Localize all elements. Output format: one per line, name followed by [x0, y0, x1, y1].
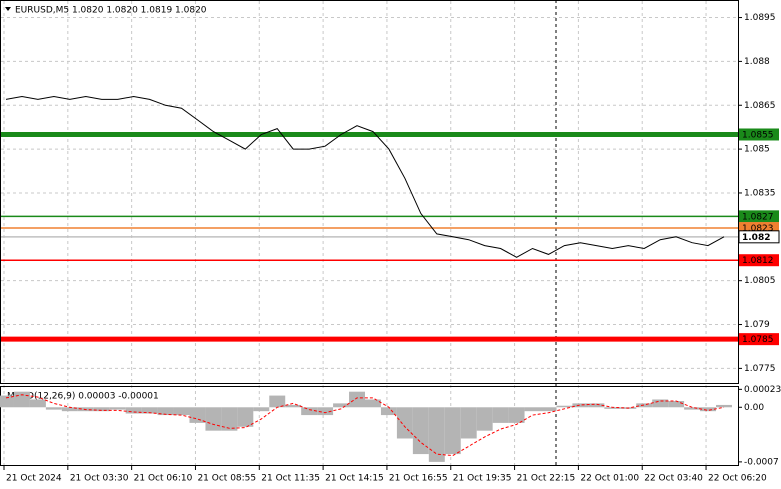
level-label-bg — [739, 128, 779, 141]
macd-bar — [0, 395, 14, 408]
macd-bar — [285, 404, 302, 408]
x-tick-label: 22 Oct 03:40 — [644, 474, 703, 484]
x-tick-label: 22 Oct 06:20 — [708, 474, 767, 484]
y-tick-label: 1.0835 — [744, 188, 776, 198]
menu-triangle[interactable] — [5, 7, 11, 11]
level-label-bg — [739, 210, 779, 223]
macd-bar — [237, 407, 254, 427]
macd-bar — [396, 407, 413, 439]
macd-bar — [572, 403, 589, 408]
macd-frame — [0, 386, 739, 466]
x-tick-label: 21 Oct 06:10 — [134, 474, 193, 484]
macd-bar — [604, 407, 621, 409]
macd-bar — [556, 405, 573, 408]
level-label: 1.0823 — [742, 224, 774, 234]
macd-bar — [492, 407, 509, 423]
y-tick-label: 1.0865 — [744, 101, 776, 111]
macd-bar — [317, 407, 334, 416]
macd-bar — [716, 404, 732, 408]
level-label: 1.0827 — [742, 212, 774, 222]
macd-bar — [349, 391, 365, 408]
x-tick-label: 21 Oct 11:35 — [261, 474, 320, 484]
x-tick-label: 21 Oct 03:30 — [70, 474, 129, 484]
macd-bar — [444, 407, 461, 455]
macd-bar — [205, 407, 222, 431]
macd-bar — [61, 407, 78, 412]
macd-bar — [141, 407, 158, 414]
macd-bar — [109, 407, 126, 410]
y-tick-label: 1.0775 — [744, 364, 776, 374]
macd-bar — [700, 407, 717, 412]
y-tick-label: 0.00023 — [744, 385, 781, 395]
macd-bar — [460, 407, 477, 439]
macd-bar — [684, 407, 701, 410]
macd-bar — [45, 407, 62, 410]
macd-bar — [221, 407, 238, 431]
x-tick-label: 21 Oct 08:55 — [197, 474, 256, 484]
macd-bar — [412, 407, 429, 455]
x-tick-label: 21 Oct 2024 — [6, 474, 62, 484]
macd-bar — [540, 407, 557, 412]
y-tick-label: 1.085 — [744, 145, 770, 155]
level-label: 1.0812 — [742, 256, 774, 266]
level-label-bg — [738, 230, 780, 244]
macd-bar — [125, 407, 142, 414]
x-tick-label: 21 Oct 19:35 — [453, 474, 512, 484]
x-tick-label: 22 Oct 01:00 — [580, 474, 639, 484]
main-frame — [0, 0, 739, 384]
macd-bar — [13, 391, 30, 408]
macd-bar — [365, 399, 381, 408]
price-line — [5, 95, 725, 258]
level-label: 1.0785 — [742, 335, 774, 345]
macd-bar — [333, 403, 350, 408]
level-label-bg — [739, 333, 779, 346]
y-tick-label: 1.0805 — [744, 276, 776, 286]
y-tick-label: 1.088 — [744, 57, 770, 67]
x-tick-label: 21 Oct 22:15 — [517, 474, 576, 484]
signal-line — [5, 394, 725, 457]
macd-bar — [508, 407, 525, 423]
macd-bar — [253, 407, 270, 412]
macd-bar — [29, 399, 46, 408]
y-tick-label: 1.079 — [744, 320, 770, 330]
macd-bar — [380, 407, 397, 416]
macd-bar — [636, 403, 653, 408]
chart-title: EURUSD,M5 1.0820 1.0820 1.0819 1.0820 — [15, 6, 207, 16]
level-label: 1.0855 — [742, 130, 774, 140]
level-label: 1.082 — [742, 233, 770, 243]
y-tick-label: 1.0895 — [744, 13, 776, 23]
macd-bar — [588, 403, 605, 408]
level-label-bg — [739, 254, 779, 267]
macd-bar — [189, 407, 206, 423]
macd-bar — [476, 407, 493, 431]
macd-title: MACD(12,26,9) 0.00003 -0.00001 — [7, 392, 159, 402]
macd-bar — [157, 407, 174, 416]
macd-bar — [93, 407, 110, 412]
macd-bar — [524, 407, 541, 412]
macd-bar — [173, 407, 190, 416]
macd-bar — [301, 407, 318, 416]
y-tick-label: 0.00 — [744, 403, 764, 413]
macd-bar — [668, 401, 685, 408]
macd-bar — [428, 407, 445, 462]
x-tick-label: 21 Oct 16:55 — [389, 474, 448, 484]
macd-bar — [652, 399, 669, 408]
macd-bar — [269, 395, 286, 408]
x-tick-label: 21 Oct 14:15 — [325, 474, 384, 484]
y-tick-label: -0.0007 — [744, 457, 779, 467]
